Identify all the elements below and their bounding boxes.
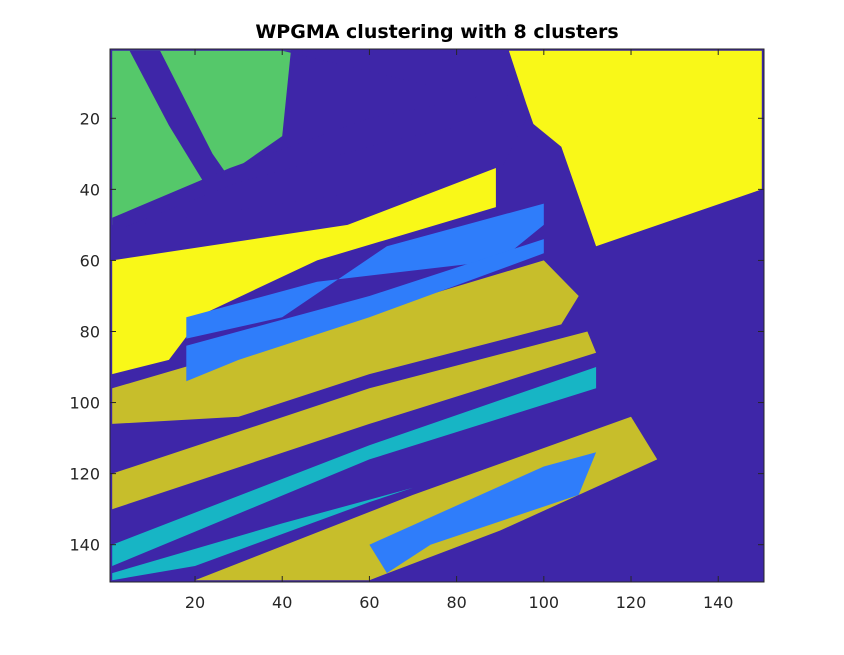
cluster-region-olive [112, 260, 579, 424]
x-tick-label: 40 [272, 593, 292, 612]
cluster-region-teal [112, 367, 597, 566]
x-axis-ticks: 20 40 60 80 100 120 140 [185, 49, 734, 612]
cluster-regions [112, 50, 762, 581]
y-tick-label: 120 [69, 465, 100, 484]
cluster-region-yellow [112, 168, 496, 375]
cluster-region-olive [112, 331, 597, 510]
y-axis-ticks: 20 40 60 80 100 120 140 [69, 109, 764, 555]
plot-area [110, 49, 764, 582]
x-tick-label: 100 [529, 593, 560, 612]
y-tick-label: 140 [69, 536, 100, 555]
cluster-region-blue [186, 203, 544, 339]
y-tick-label: 100 [69, 394, 100, 413]
x-tick-label: 60 [359, 593, 379, 612]
cluster-region-road [112, 50, 522, 232]
axes-box [109, 48, 765, 583]
x-tick-label: 120 [616, 593, 647, 612]
cluster-region-road [129, 50, 230, 183]
y-tick-label: 40 [80, 180, 100, 199]
x-tick-label: 20 [185, 593, 205, 612]
cluster-region-blue [186, 239, 544, 382]
cluster-region-teal [112, 487, 413, 581]
chart-title: WPGMA clustering with 8 clusters [255, 21, 618, 43]
cluster-region-blue [369, 452, 597, 574]
y-tick-label: 20 [80, 109, 100, 128]
y-tick-label: 60 [80, 251, 100, 270]
x-tick-label: 140 [703, 593, 734, 612]
cluster-region-olive [195, 416, 658, 581]
y-tick-label: 80 [80, 322, 100, 341]
x-tick-label: 80 [446, 593, 466, 612]
